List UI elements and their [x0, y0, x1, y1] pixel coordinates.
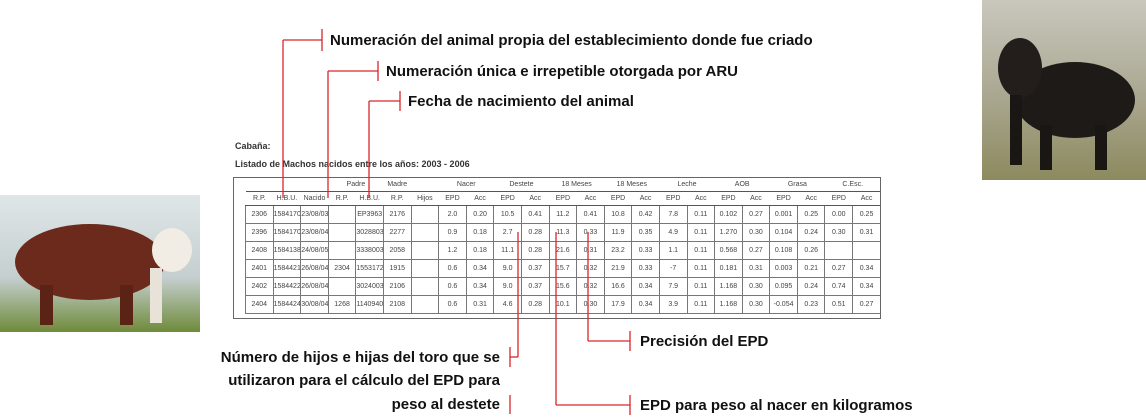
table-frame — [234, 178, 881, 319]
left-note-line: utilizaron para el cálculo del EPD para — [228, 372, 500, 389]
annotation: EPD para peso al nacer en kilogramos — [640, 397, 913, 414]
annotation: Fecha de nacimiento del animal — [408, 93, 634, 110]
annotation: Numeración del animal propia del estable… — [330, 32, 813, 49]
overlay: Numeración del animal propia del estable… — [0, 0, 1146, 417]
annotation: Precisión del EPD — [640, 333, 769, 350]
photo-hereford-bull — [0, 195, 200, 332]
annotation: Numeración única e irrepetible otorgada … — [386, 63, 738, 80]
left-note-line: Número de hijos e hijas del toro que se — [221, 349, 500, 366]
photo-black-bull — [982, 0, 1146, 180]
page: Cabaña: Listado de Machos nacidos entre … — [0, 0, 1146, 417]
left-note-line: peso al destete — [392, 396, 500, 413]
